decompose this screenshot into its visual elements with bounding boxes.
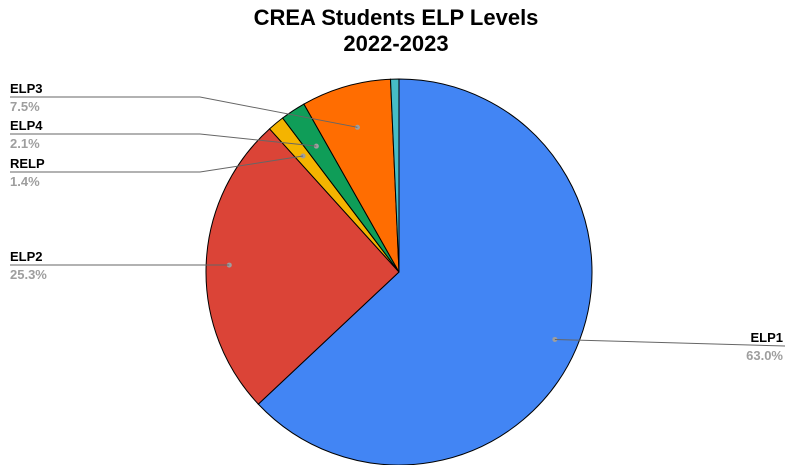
leader-line-elp3: [10, 96, 358, 128]
leader-line-elp4: [10, 133, 317, 147]
slice-unlabeled-5: [389, 78, 400, 273]
slice-value-elp4: 2.1%: [10, 136, 40, 151]
slice-label-elp2: ELP2: [10, 249, 43, 264]
leader-line-relp: [10, 155, 304, 173]
slice-label-relp: RELP: [10, 156, 45, 171]
leader-lines: [10, 96, 785, 347]
slice-labels: ELP1 63.0% ELP2 25.3% RELP 1.4% ELP4 2.1% ELP3 7.…: [10, 81, 783, 363]
slice-value-elp1: 63.0%: [746, 348, 783, 363]
slice-label-elp1: ELP1: [750, 330, 783, 345]
slice-label-elp3: ELP3: [10, 81, 43, 96]
slice-value-elp2: 25.3%: [10, 267, 47, 282]
pie-slices: [205, 78, 593, 465]
slice-value-elp3: 7.5%: [10, 99, 40, 114]
chart-subtitle: 2022-2023: [343, 31, 448, 56]
chart-title: CREA Students ELP Levels: [254, 5, 539, 30]
slice-value-relp: 1.4%: [10, 174, 40, 189]
slice-elp2: [205, 128, 400, 405]
leader-line-elp1: [554, 338, 785, 347]
slice-elp1: [257, 78, 593, 465]
slice-label-elp4: ELP4: [10, 118, 43, 133]
